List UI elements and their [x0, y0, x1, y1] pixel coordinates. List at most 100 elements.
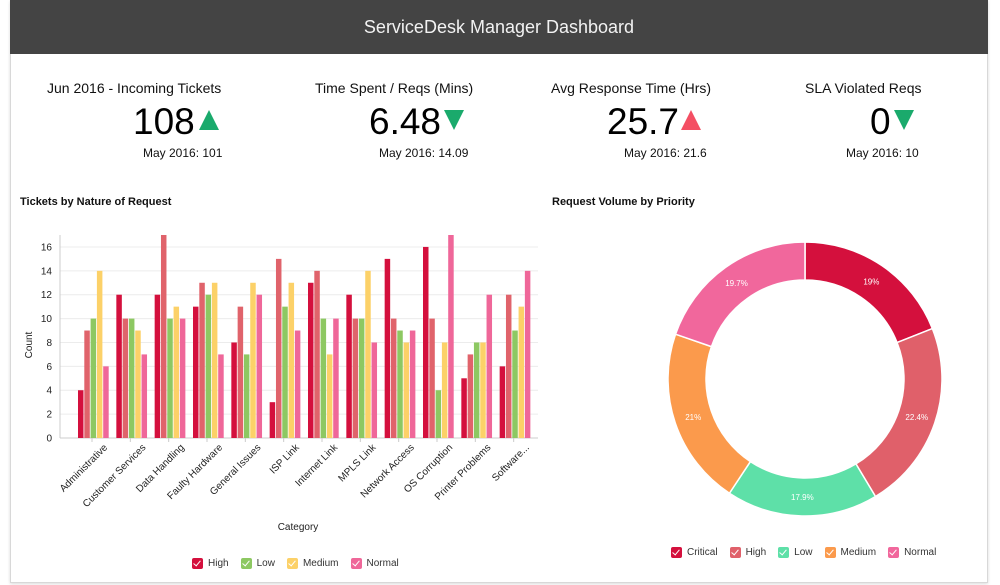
kpi-previous: May 2016: 14.09 [379, 146, 469, 160]
bar[interactable] [205, 294, 212, 438]
bar[interactable] [116, 294, 122, 438]
dashboard-title: ServiceDesk Manager Dashboard [363, 16, 635, 37]
bar[interactable] [211, 282, 218, 438]
slice-label: 22.4% [905, 413, 928, 422]
bar[interactable] [288, 282, 295, 438]
bar[interactable] [461, 378, 467, 438]
bar[interactable] [160, 235, 167, 438]
legend-item-high[interactable]: High [729, 547, 766, 558]
bar[interactable] [154, 294, 161, 438]
legend-item-high[interactable]: High [192, 558, 229, 569]
bar[interactable] [352, 318, 359, 438]
y-tick-label: 16 [41, 242, 53, 253]
legend-item-low[interactable]: Low [778, 547, 813, 558]
bar[interactable] [193, 306, 199, 438]
bar[interactable] [486, 294, 493, 438]
x-tick-label: Software... [490, 442, 532, 484]
legend-item-normal[interactable]: Normal [350, 558, 399, 569]
bar[interactable] [320, 318, 327, 438]
bar[interactable] [435, 390, 442, 438]
bar[interactable] [403, 342, 410, 438]
bar[interactable] [122, 318, 129, 438]
bar[interactable] [103, 366, 109, 438]
bar[interactable] [499, 366, 506, 438]
bar[interactable] [409, 330, 416, 438]
slice-label: 19% [863, 277, 879, 286]
bar[interactable] [518, 306, 525, 438]
bar[interactable] [384, 258, 391, 438]
bar[interactable] [84, 330, 90, 438]
bar[interactable] [275, 258, 282, 438]
bar[interactable] [128, 318, 135, 438]
bar[interactable] [167, 318, 173, 438]
y-tick-label: 4 [46, 386, 52, 397]
bar[interactable] [429, 318, 435, 438]
donut-slice[interactable] [667, 333, 752, 495]
bar[interactable] [256, 294, 263, 438]
legend-item-critical[interactable]: Critical [671, 547, 718, 558]
bar[interactable] [371, 342, 378, 438]
bar[interactable] [448, 235, 454, 438]
bar[interactable] [231, 342, 237, 438]
bar[interactable] [314, 270, 320, 438]
bar[interactable] [308, 282, 314, 438]
bar[interactable] [237, 306, 244, 438]
bar[interactable] [141, 354, 148, 438]
slice-label: 19.7% [725, 279, 748, 288]
legend-item-medium[interactable]: Medium [824, 547, 876, 558]
bar[interactable] [524, 270, 531, 438]
kpi-time-spent: Time Spent / Reqs (Mins) 6.48 May 2016: … [300, 74, 540, 174]
bar[interactable] [480, 342, 486, 438]
bar[interactable] [173, 306, 180, 438]
legend-item-low[interactable]: Low [240, 558, 275, 569]
bar[interactable] [199, 282, 205, 438]
legend-swatch [729, 547, 741, 558]
x-tick-label: ISP Link [268, 442, 303, 477]
trend-down-icon [894, 110, 914, 130]
bar[interactable] [135, 330, 141, 438]
bar[interactable] [473, 342, 480, 438]
bar[interactable] [358, 318, 365, 438]
y-tick-label: 0 [46, 434, 52, 445]
bar[interactable] [179, 318, 186, 438]
bar[interactable] [346, 294, 352, 438]
legend-item-medium[interactable]: Medium [286, 558, 339, 569]
bar[interactable] [96, 270, 103, 438]
donut-chart-legend: Critical High Low Medium Normal [671, 547, 948, 558]
y-tick-label: 2 [46, 410, 52, 421]
kpi-value: 0 [870, 101, 891, 142]
legend-swatch [240, 558, 252, 569]
donut-slice[interactable] [674, 241, 806, 348]
bar[interactable] [282, 306, 288, 438]
donut-slice[interactable] [728, 460, 877, 517]
legend-item-normal[interactable]: Normal [888, 547, 936, 558]
donut-slice[interactable] [854, 327, 943, 498]
bar[interactable] [467, 354, 474, 438]
slice-label: 21% [685, 413, 701, 422]
bar[interactable] [243, 354, 250, 438]
donut-slice[interactable] [804, 241, 934, 344]
bar[interactable] [512, 330, 518, 438]
bar[interactable] [365, 270, 371, 438]
bar[interactable] [269, 402, 276, 438]
legend-label: Critical [687, 547, 718, 558]
bar[interactable] [90, 318, 97, 438]
bar[interactable] [423, 246, 429, 438]
y-axis-label: Count [24, 331, 35, 358]
donut-chart-title: Request Volume by Priority [552, 196, 695, 208]
bar[interactable] [390, 318, 397, 438]
kpi-previous: May 2016: 10 [846, 146, 919, 160]
bar[interactable] [218, 354, 224, 438]
bar[interactable] [397, 330, 403, 438]
bar[interactable] [441, 342, 448, 438]
bar[interactable] [294, 330, 301, 438]
bar[interactable] [333, 318, 339, 438]
bar[interactable] [250, 282, 256, 438]
kpi-value: 6.48 [369, 101, 442, 142]
bar[interactable] [78, 390, 84, 438]
bar[interactable] [326, 354, 333, 438]
legend-label: Normal [904, 547, 937, 558]
bar[interactable] [505, 294, 512, 438]
trend-up-icon [681, 110, 701, 130]
legend-label: Low [794, 547, 813, 558]
